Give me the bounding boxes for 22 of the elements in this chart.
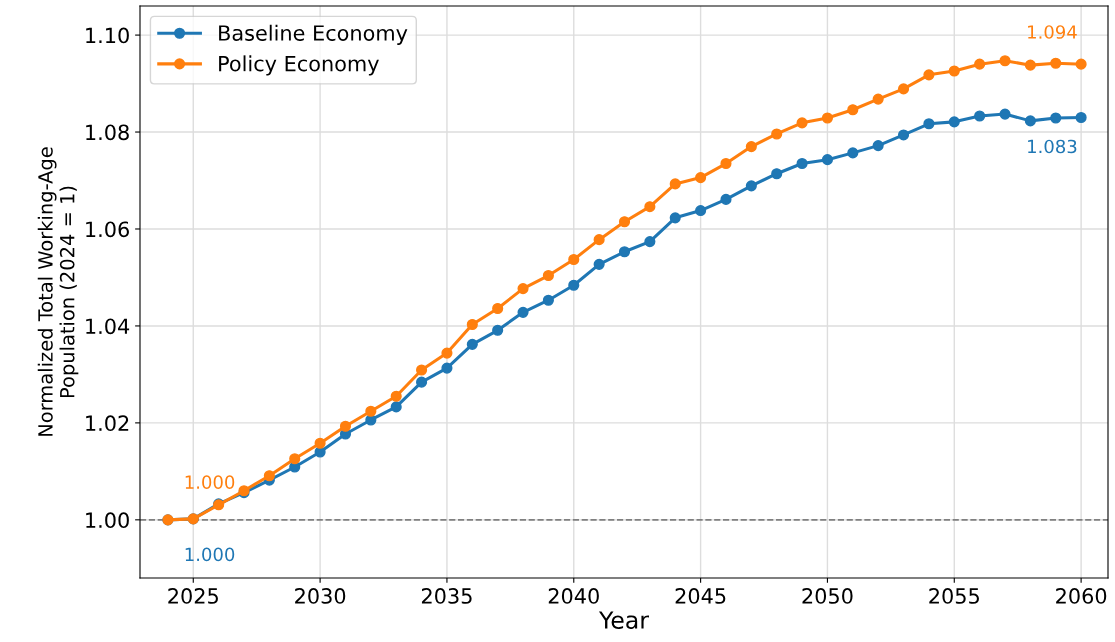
x-tick-label: 2050 (802, 588, 853, 604)
legend-label: Baseline Economy (219, 24, 408, 45)
y-tick-label: 1.06 (86, 221, 129, 238)
x-tick-label: 2025 (168, 588, 218, 604)
x-tick-label: 2030 (295, 588, 346, 604)
y-tick-label: 1.00 (86, 512, 129, 529)
legend-label: Policy Economy (219, 55, 379, 76)
x-axis-title: Year (598, 611, 649, 629)
x-tick-label: 2045 (675, 588, 726, 604)
x-tick-label: 2040 (548, 588, 599, 604)
x-tick-label: 2060 (1056, 588, 1107, 604)
annotation: 1.000 (185, 475, 235, 489)
annotation: 1.000 (185, 547, 235, 562)
y-tick-label: 1.04 (86, 318, 130, 335)
y-tick-label: 1.10 (86, 27, 129, 44)
y-tick-label: 1.08 (86, 124, 129, 141)
annotation: 1.094 (1028, 25, 1077, 39)
annotation: 1.083 (1028, 139, 1077, 154)
y-tick-label: 1.02 (86, 415, 129, 432)
x-tick-label: 2055 (929, 588, 979, 604)
x-tick-label: 2035 (421, 588, 472, 604)
y-axis-title: Normalized Total Working-Age Population (2024 = 1) (37, 147, 79, 436)
